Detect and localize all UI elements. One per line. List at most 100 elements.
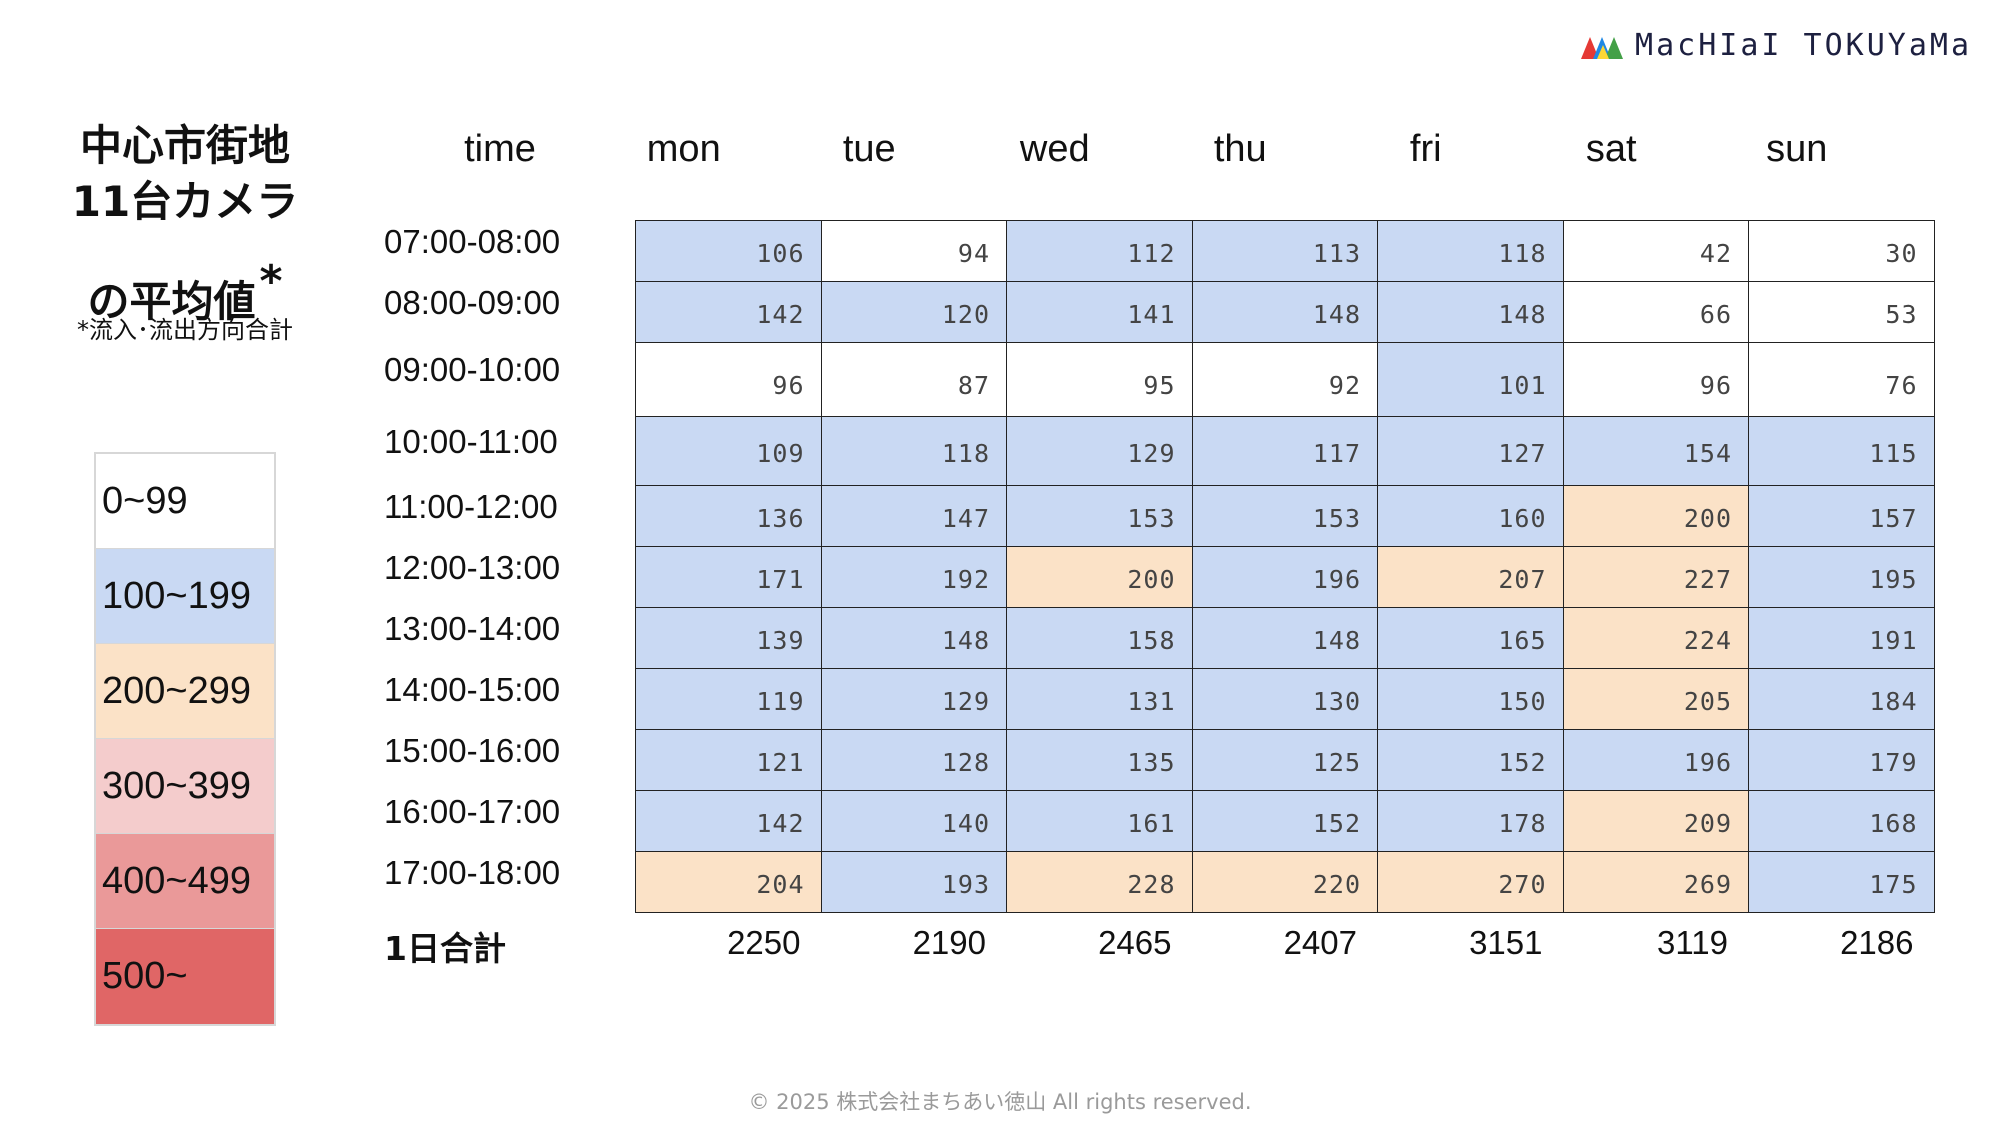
- table-cell: 161: [1007, 791, 1193, 852]
- table-cell: 92: [1192, 343, 1378, 417]
- daily-total-label: 1日合計: [384, 929, 506, 968]
- table-cell: 142: [636, 791, 822, 852]
- table-cell: 140: [821, 791, 1007, 852]
- table-cell: 94: [821, 221, 1007, 282]
- table-cell: 66: [1563, 282, 1749, 343]
- row-label: 16:00-17:00: [384, 792, 561, 830]
- row-label: 17:00-18:00: [384, 853, 561, 891]
- table-cell: 178: [1378, 791, 1564, 852]
- table-cell: 157: [1749, 486, 1935, 547]
- table-cell: 42: [1563, 221, 1749, 282]
- table-cell: 147: [821, 486, 1007, 547]
- column-header-time: time: [464, 128, 536, 170]
- table-cell: 171: [636, 547, 822, 608]
- table-cell: 205: [1563, 669, 1749, 730]
- table-cell: 195: [1749, 547, 1935, 608]
- table-cell: 179: [1749, 730, 1935, 791]
- table-cell: 168: [1749, 791, 1935, 852]
- table-cell: 129: [821, 669, 1007, 730]
- table-cell: 148: [821, 608, 1007, 669]
- table-cell: 148: [1378, 282, 1564, 343]
- title-line-1: 中心市街地: [79, 121, 290, 170]
- daily-total-value: 2186: [1840, 924, 1914, 961]
- row-label: 07:00-08:00: [384, 222, 561, 260]
- legend-item: 100~199: [96, 549, 274, 644]
- table-cell: 193: [821, 852, 1007, 913]
- table-cell: 139: [636, 608, 822, 669]
- table-cell: 118: [821, 417, 1007, 486]
- daily-total-value: 2465: [1098, 924, 1172, 961]
- table-cell: 30: [1749, 221, 1935, 282]
- column-header-tue: tue: [842, 128, 896, 170]
- table-cell: 148: [1192, 282, 1378, 343]
- table-cell: 192: [821, 547, 1007, 608]
- table-cell: 191: [1749, 608, 1935, 669]
- table-cell: 121: [636, 730, 822, 791]
- table-cell: 113: [1192, 221, 1378, 282]
- column-header-fri: fri: [1409, 128, 1442, 170]
- table-cell: 125: [1192, 730, 1378, 791]
- table-cell: 96: [636, 343, 822, 417]
- table-cell: 141: [1007, 282, 1193, 343]
- table-cell: 153: [1007, 486, 1193, 547]
- legend-item: 500~: [96, 929, 274, 1024]
- table-cell: 269: [1563, 852, 1749, 913]
- table-cell: 152: [1378, 730, 1564, 791]
- table-cell: 209: [1563, 791, 1749, 852]
- daily-total-value: 3151: [1469, 924, 1543, 961]
- table-cell: 112: [1007, 221, 1193, 282]
- copyright-footer: © 2025 株式会社まちあい徳山 All rights reserved.: [748, 1090, 1252, 1114]
- table-cell: 128: [821, 730, 1007, 791]
- table-cell: 200: [1007, 547, 1193, 608]
- table-cell: 109: [636, 417, 822, 486]
- table-cell: 96: [1563, 343, 1749, 417]
- title-line-3: の平均値*: [40, 254, 330, 330]
- table-cell: 196: [1192, 547, 1378, 608]
- title-line-2: 11台カメラ: [71, 177, 299, 226]
- table-cell: 101: [1378, 343, 1564, 417]
- table-cell: 53: [1749, 282, 1935, 343]
- table-cell: 270: [1378, 852, 1564, 913]
- daily-total-value: 2250: [727, 924, 801, 961]
- table-cell: 136: [636, 486, 822, 547]
- table-cell: 204: [636, 852, 822, 913]
- table-cell: 117: [1192, 417, 1378, 486]
- table-cell: 130: [1192, 669, 1378, 730]
- legend-item: 300~399: [96, 739, 274, 834]
- column-header-wed: wed: [1019, 128, 1090, 170]
- column-header-thu: thu: [1213, 128, 1267, 170]
- table-cell: 76: [1749, 343, 1935, 417]
- table-cell: 118: [1378, 221, 1564, 282]
- legend-item: 200~299: [96, 644, 274, 739]
- table-cell: 95: [1007, 343, 1193, 417]
- table-cell: 224: [1563, 608, 1749, 669]
- table-cell: 175: [1749, 852, 1935, 913]
- legend-item: 400~499: [96, 834, 274, 929]
- row-label: 09:00-10:00: [384, 351, 561, 388]
- table-cell: 131: [1007, 669, 1193, 730]
- footnote: *流入･流出方向合計: [77, 316, 293, 344]
- table-cell: 227: [1563, 547, 1749, 608]
- table-cell: 127: [1378, 417, 1564, 486]
- table-cell: 135: [1007, 730, 1193, 791]
- brand-logo: MacHIaI TOKUYaMa: [1581, 28, 1972, 63]
- logo-text: MacHIaI TOKUYaMa: [1635, 28, 1972, 63]
- column-header-mon: mon: [646, 128, 721, 170]
- title-line-3-text: の平均値: [87, 277, 256, 326]
- table-cell: 165: [1378, 608, 1564, 669]
- row-label: 15:00-16:00: [384, 731, 561, 769]
- row-label: 08:00-09:00: [384, 283, 561, 321]
- table-cell: 160: [1378, 486, 1564, 547]
- title-asterisk: *: [259, 256, 283, 307]
- table-cell: 184: [1749, 669, 1935, 730]
- daily-total-value: 3119: [1657, 924, 1728, 961]
- table-cell: 106: [636, 221, 822, 282]
- table-cell: 87: [821, 343, 1007, 417]
- row-label: 11:00-12:00: [384, 487, 558, 525]
- table-cell: 120: [821, 282, 1007, 343]
- daily-total-value: 2407: [1283, 924, 1357, 961]
- table-cell: 228: [1007, 852, 1193, 913]
- row-label: 13:00-14:00: [384, 609, 561, 647]
- row-label: 12:00-13:00: [384, 548, 561, 586]
- table-cell: 196: [1563, 730, 1749, 791]
